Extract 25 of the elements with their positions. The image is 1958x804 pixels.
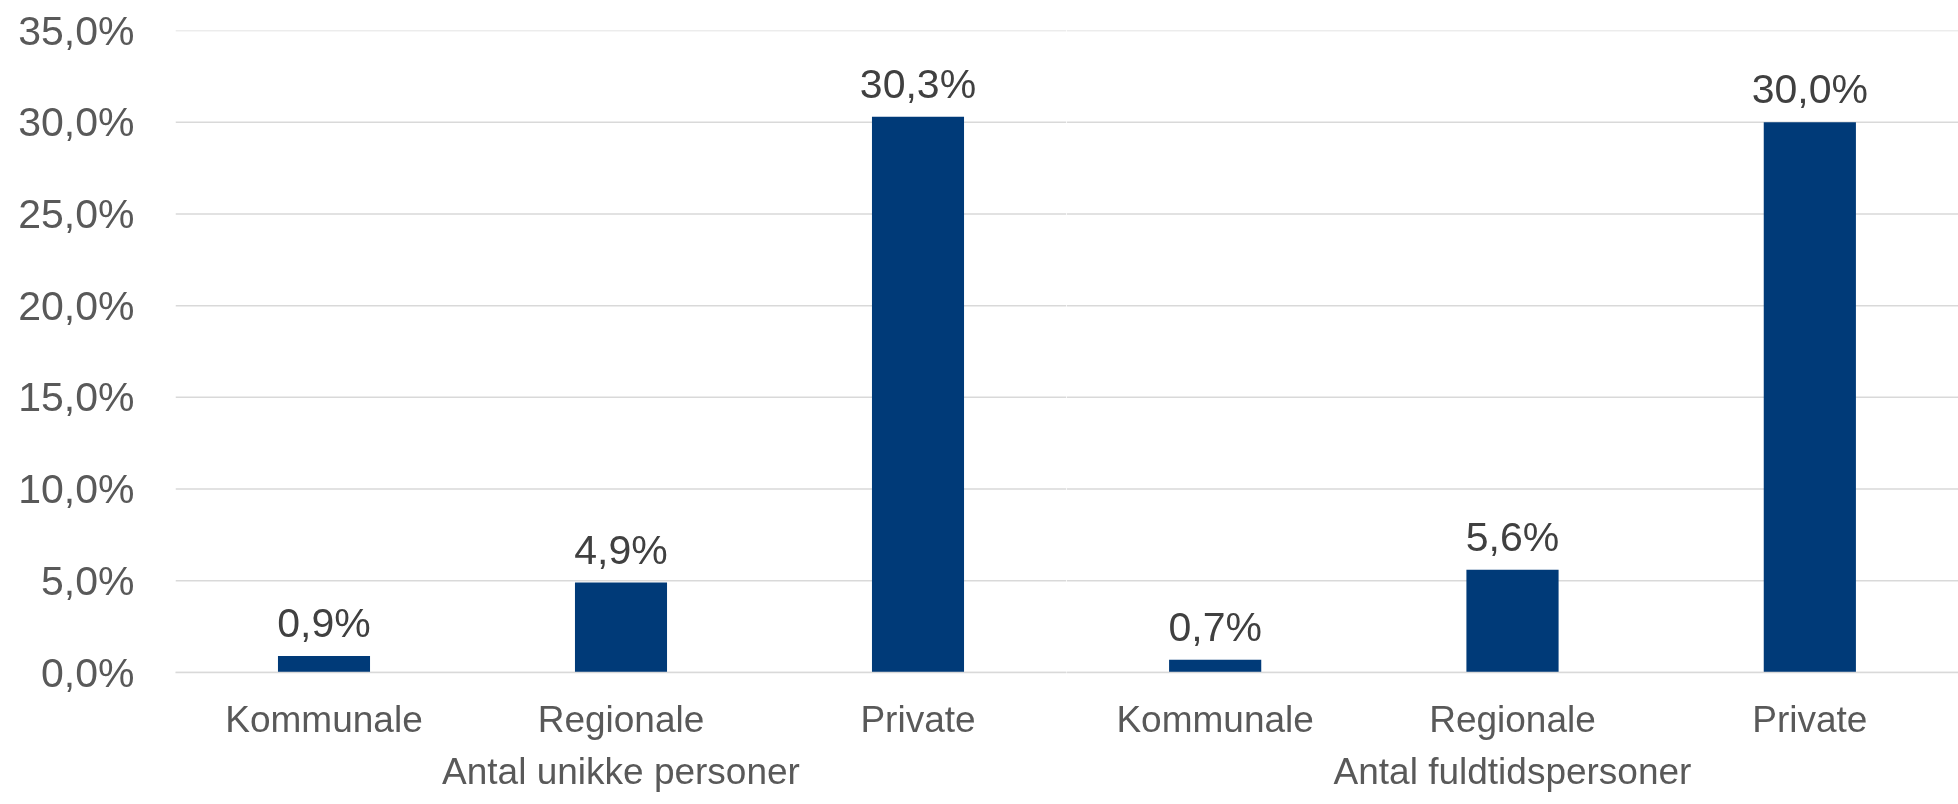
data-label: 4,9% (574, 526, 668, 573)
y-tick-label: 15,0% (18, 374, 135, 421)
bar (871, 116, 965, 673)
y-tick-label: 35,0% (18, 7, 135, 54)
y-tick-label: 30,0% (18, 99, 135, 146)
y-tick-label: 20,0% (18, 282, 135, 329)
x-axis-title: Antal fuldtidspersoner (1333, 750, 1692, 792)
x-tick-label: Kommunale (225, 698, 423, 740)
data-label: 0,7% (1168, 603, 1262, 650)
y-tick-label: 0,0% (41, 649, 135, 696)
x-tick-label: Regionale (537, 698, 705, 740)
bar (277, 655, 371, 673)
y-tick-label: 25,0% (18, 190, 135, 237)
x-tick-label: Regionale (1429, 698, 1596, 740)
data-label: 5,6% (1465, 513, 1560, 560)
data-label: 0,9% (277, 599, 371, 646)
y-tick-label: 10,0% (18, 466, 135, 513)
bar (574, 582, 668, 673)
x-axis-title: Antal unikke personer (442, 750, 800, 792)
y-tick-label: 5,0% (41, 557, 135, 604)
x-tick-label: Private (860, 698, 976, 740)
x-tick-label: Kommunale (1116, 698, 1314, 740)
data-label: 30,0% (1751, 66, 1868, 113)
x-tick-label: Private (1752, 698, 1868, 740)
data-label: 30,3% (859, 60, 977, 107)
